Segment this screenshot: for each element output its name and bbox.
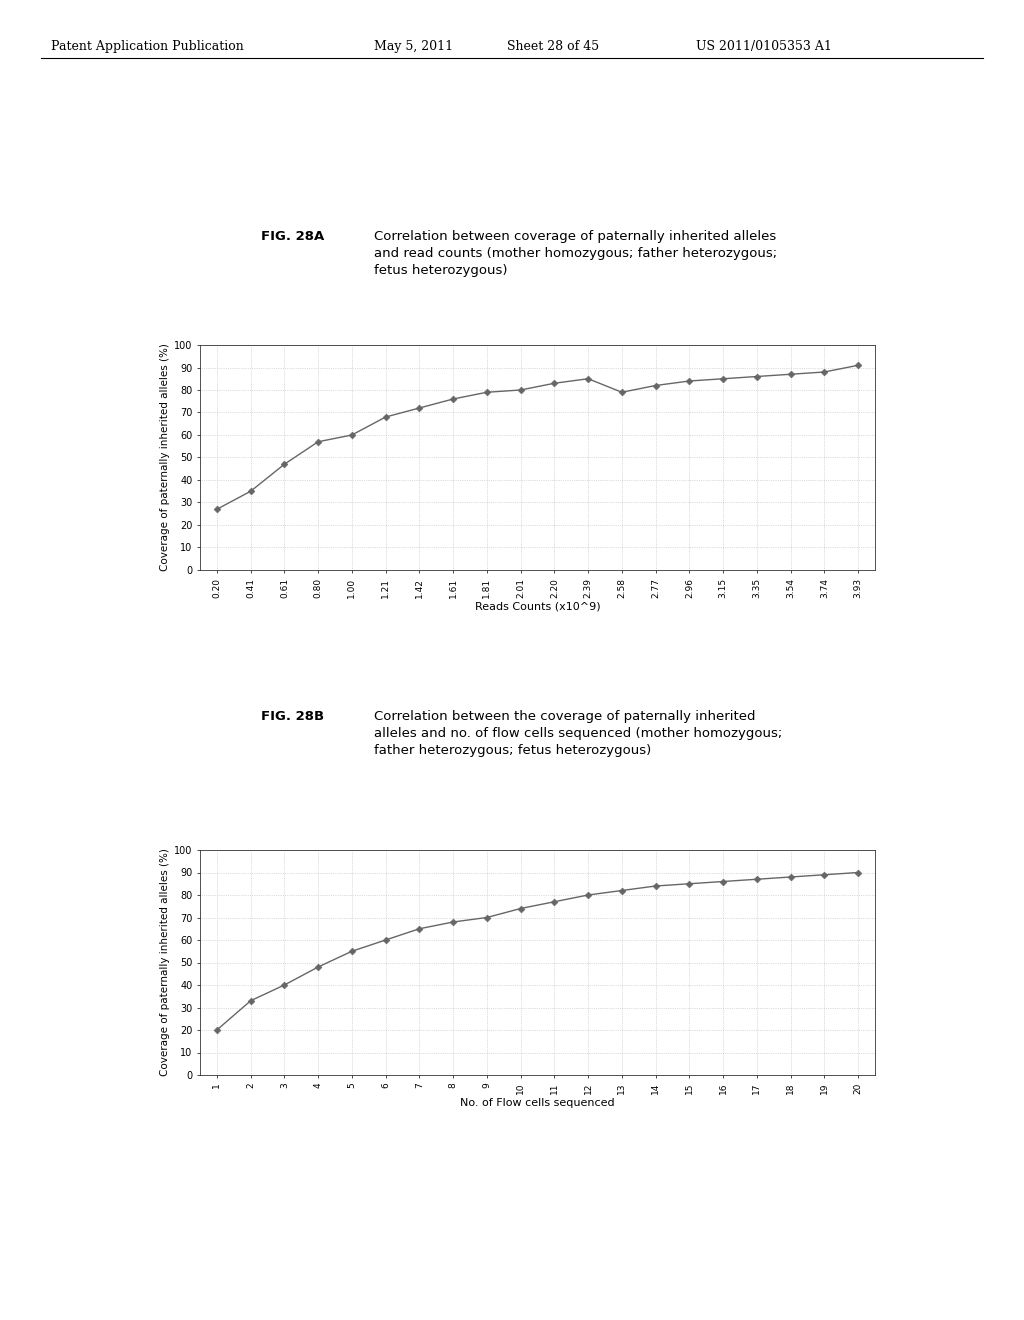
Text: May 5, 2011: May 5, 2011 <box>374 40 453 53</box>
Text: Patent Application Publication: Patent Application Publication <box>51 40 244 53</box>
Text: FIG. 28A: FIG. 28A <box>261 230 334 243</box>
Text: US 2011/0105353 A1: US 2011/0105353 A1 <box>696 40 833 53</box>
Text: FIG. 28B: FIG. 28B <box>261 710 334 723</box>
Text: Sheet 28 of 45: Sheet 28 of 45 <box>507 40 599 53</box>
Y-axis label: Coverage of paternally inherited alleles (%): Coverage of paternally inherited alleles… <box>160 343 170 572</box>
Text: Correlation between coverage of paternally inherited alleles
and read counts (mo: Correlation between coverage of paternal… <box>374 230 777 277</box>
X-axis label: Reads Counts (x10^9): Reads Counts (x10^9) <box>475 602 600 612</box>
Text: Correlation between the coverage of paternally inherited
alleles and no. of flow: Correlation between the coverage of pate… <box>374 710 782 756</box>
X-axis label: No. of Flow cells sequenced: No. of Flow cells sequenced <box>460 1098 614 1109</box>
Y-axis label: Coverage of paternally inherited alleles (%): Coverage of paternally inherited alleles… <box>160 849 170 1076</box>
